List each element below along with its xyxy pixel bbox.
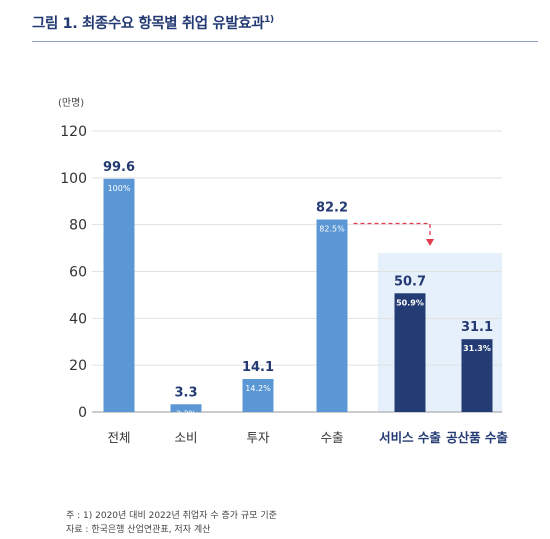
chart-title-text: 그림 1. 최종수요 항목별 취업 유발효과: [32, 16, 265, 32]
x-tick-label: 수출: [320, 430, 343, 445]
data-label: 82.2: [316, 201, 348, 216]
bar: [316, 219, 348, 412]
dashed-arrow-line: [353, 222, 431, 238]
bar: [170, 404, 202, 412]
source-note: 자료 : 한국은행 산업연관표, 저자 계산: [66, 525, 211, 535]
data-label: 14.1: [242, 360, 274, 375]
percent-label: 100%: [108, 184, 131, 193]
y-tick-label: 60: [69, 265, 87, 281]
data-label: 31.1: [461, 320, 493, 335]
percent-label: 82.5%: [319, 225, 345, 234]
x-tick-label: 전체: [107, 430, 130, 445]
chart-title: 그림 1. 최종수요 항목별 취업 유발효과1): [32, 12, 274, 33]
x-tick-label: 서비스 수출: [379, 430, 441, 445]
x-tick-label: 공산품 수출: [446, 430, 508, 445]
bar-chart: (만명) 0 20 40 60 80 100 120 99.6 100% 전체 3.3 3.3% 소비 14…: [58, 97, 508, 445]
percent-label: 3.3%: [176, 409, 197, 418]
percent-label: 50.9%: [396, 298, 424, 307]
y-tick-label: 80: [69, 218, 87, 234]
percent-label: 31.3%: [463, 344, 491, 353]
data-label: 99.6: [103, 160, 135, 175]
bar: [103, 178, 135, 412]
bar: [461, 339, 493, 412]
percent-label: 14.2%: [245, 384, 271, 393]
x-tick-label: 투자: [246, 430, 270, 445]
bar: [242, 378, 274, 412]
y-tick-label: 40: [69, 311, 87, 327]
chart-title-footnote-mark: 1): [264, 15, 274, 26]
y-tick-label: 120: [60, 124, 87, 140]
data-label: 50.7: [394, 274, 426, 289]
arrow-head: [426, 239, 434, 246]
x-tick-label: 소비: [174, 430, 197, 445]
data-label: 3.3: [174, 385, 197, 400]
title-divider: [32, 41, 538, 42]
y-tick-label: 20: [69, 358, 87, 374]
y-tick-label: 100: [60, 171, 87, 187]
y-axis-label: (만명): [58, 97, 84, 109]
chart-notes: 주 : 1) 2020년 대비 2022년 취업자 수 증가 규모 기준 자료 …: [66, 509, 277, 537]
y-tick-label: 0: [78, 405, 87, 421]
footnote: 주 : 1) 2020년 대비 2022년 취업자 수 증가 규모 기준: [66, 511, 277, 521]
bar: [394, 293, 426, 412]
